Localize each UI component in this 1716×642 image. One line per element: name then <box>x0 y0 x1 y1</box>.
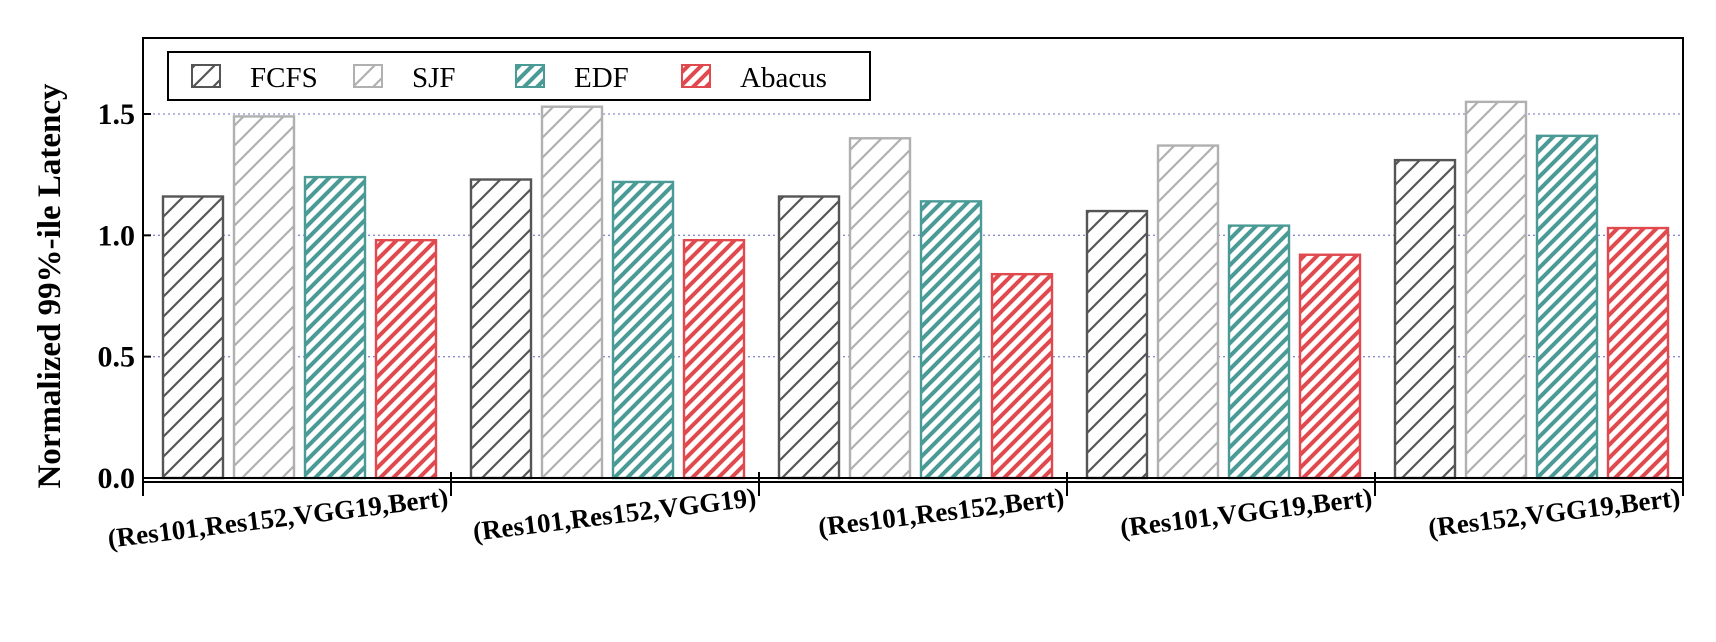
bar-sjf-1 <box>540 105 604 480</box>
legend-label-sjf: SJF <box>412 62 456 94</box>
legend-label-edf: EDF <box>574 62 629 94</box>
y-axis-title: Normalized 99%-ile Latency <box>32 83 68 489</box>
bar-abacus-2 <box>990 272 1054 480</box>
category-label: (Res152,VGG19,Bert) <box>1427 482 1682 543</box>
bar-fcfs-4 <box>1393 158 1457 480</box>
x-axis: (Res101,Res152,VGG19,Bert) (Res101,Res152… <box>106 472 1684 554</box>
y-axis: 0.0 0.5 1.0 1.5 <box>98 98 151 495</box>
category-label: (Res101,Res152,Bert) <box>816 482 1065 542</box>
bar-edf-1 <box>611 180 675 480</box>
legend-swatch-abacus <box>681 64 711 88</box>
legend-label-fcfs: FCFS <box>250 62 318 94</box>
bar-fcfs-0 <box>161 195 225 480</box>
bar-sjf-2 <box>848 137 912 480</box>
bar-edf-0 <box>303 175 367 480</box>
bar-abacus-1 <box>682 238 746 480</box>
legend: FCFS SJF EDF Abacus <box>167 51 871 101</box>
bar-edf-3 <box>1227 224 1291 480</box>
legend-swatch-edf <box>515 64 545 88</box>
bar-sjf-3 <box>1156 144 1220 480</box>
bar-edf-4 <box>1535 134 1599 480</box>
legend-swatch-sjf <box>353 64 383 88</box>
bar-fcfs-3 <box>1085 209 1149 480</box>
y-tick-label: 1.0 <box>98 219 136 252</box>
bars <box>161 100 1670 480</box>
legend-swatch-fcfs <box>191 64 221 88</box>
category-label: (Res101,Res152,VGG19) <box>471 482 758 547</box>
bar-fcfs-2 <box>777 195 841 480</box>
bar-sjf-0 <box>232 115 296 480</box>
bar-abacus-4 <box>1606 226 1670 480</box>
bar-fcfs-1 <box>469 178 533 480</box>
y-tick-label: 1.5 <box>98 98 136 131</box>
y-tick-label: 0.0 <box>98 462 136 495</box>
legend-label-abacus: Abacus <box>740 62 827 94</box>
plot-frame <box>142 37 1684 479</box>
bar-abacus-3 <box>1298 253 1362 480</box>
category-label: (Res101,VGG19,Bert) <box>1119 482 1374 543</box>
bar-sjf-4 <box>1464 100 1528 480</box>
y-tick-label: 0.5 <box>98 341 136 374</box>
bar-abacus-0 <box>374 238 438 480</box>
legend-box <box>167 51 871 101</box>
category-label: (Res101,Res152,VGG19,Bert) <box>106 482 450 554</box>
bar-edf-2 <box>919 200 983 480</box>
